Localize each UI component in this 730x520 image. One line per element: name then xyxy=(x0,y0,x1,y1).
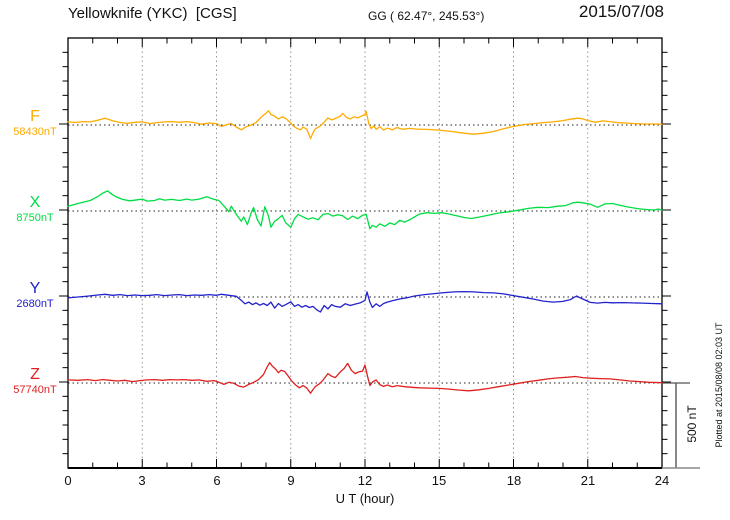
x-axis-title: U T (hour) xyxy=(335,491,395,506)
trace-x xyxy=(67,190,663,230)
trace-baseline-value-z: 57740nT xyxy=(13,383,57,396)
trace-label-z: Z 57740nT xyxy=(4,366,66,396)
scale-bar-label: 500 nT xyxy=(685,405,699,443)
x-tick-label-9: 9 xyxy=(287,473,295,488)
station-title: Yellowknife (YKC) [CGS] xyxy=(68,5,237,22)
x-tick-label-3: 3 xyxy=(138,473,146,488)
plot-date: 2015/07/08 xyxy=(578,2,664,21)
plotted-timestamp-note: Plotted at 2015/08/08 02:03 UT xyxy=(714,322,724,448)
trace-baseline-value-y: 2680nT xyxy=(16,297,54,310)
x-tick-label-18: 18 xyxy=(506,473,522,488)
x-tick-label-12: 12 xyxy=(357,473,373,488)
x-tick-label-0: 0 xyxy=(64,473,72,488)
x-tick-label-21: 21 xyxy=(580,473,596,488)
trace-z xyxy=(67,361,663,394)
trace-f xyxy=(67,110,663,140)
trace-y xyxy=(67,290,663,313)
x-tick-label-24: 24 xyxy=(654,473,670,488)
trace-label-f: F 58430nT xyxy=(4,108,66,138)
trace-letter-z: Z xyxy=(30,366,40,383)
geographic-coordinates: GG ( 62.47°, 245.53°) xyxy=(368,9,485,23)
trace-label-y: Y 2680nT xyxy=(4,280,66,310)
x-tick-label-15: 15 xyxy=(431,473,447,488)
trace-baseline-value-x: 8750nT xyxy=(16,211,54,224)
x-tick-label-6: 6 xyxy=(213,473,221,488)
trace-letter-x: X xyxy=(29,194,41,211)
trace-label-x: X 8750nT xyxy=(4,194,66,224)
trace-baseline-value-f: 58430nT xyxy=(13,125,57,138)
trace-letter-y: Y xyxy=(29,280,41,297)
x-axis-tick-labels: 0 3 6 9 12 15 18 21 24 xyxy=(0,473,730,489)
trace-letter-f: F xyxy=(30,108,40,125)
